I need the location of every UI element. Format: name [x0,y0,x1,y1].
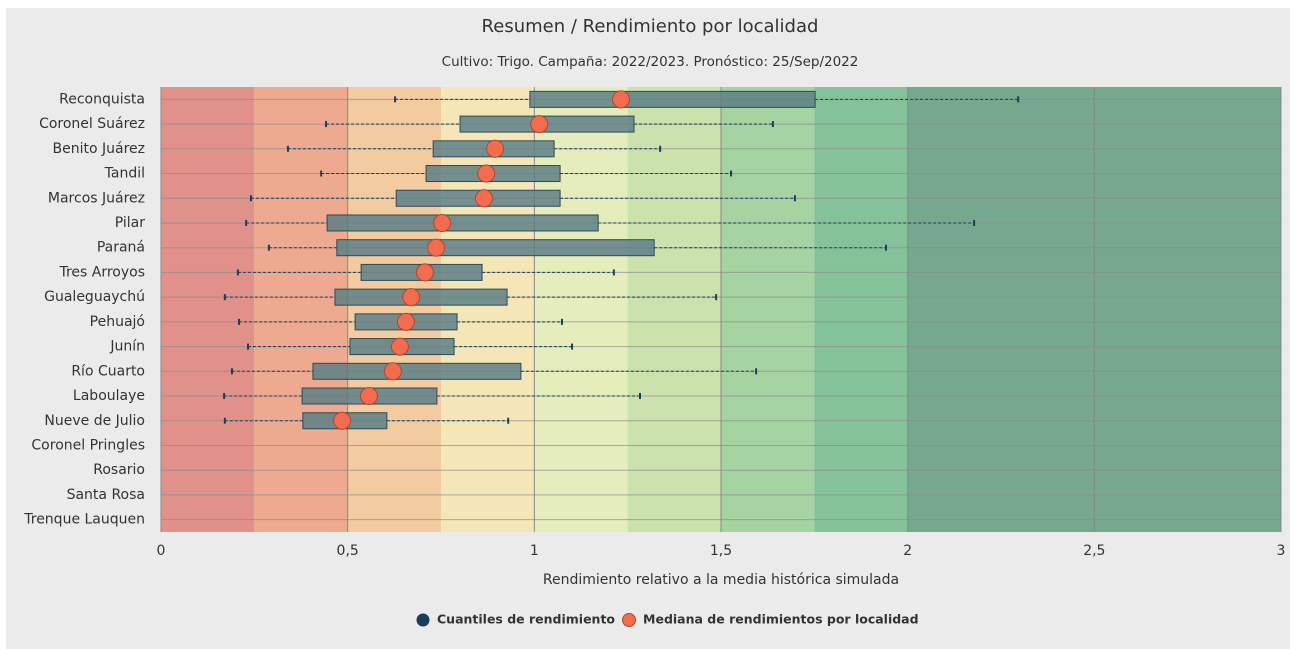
y-tick-label: Junín [109,339,145,355]
median-marker [427,238,446,257]
y-tick-label: Pehuajó [90,314,145,330]
legend-label: Mediana de rendimientos por localidad [643,612,919,627]
y-tick-label: Rosario [93,462,145,478]
median-marker [333,411,352,430]
background-band [721,87,815,532]
y-tick-label: Santa Rosa [67,487,145,503]
background-band [161,87,255,532]
legend-marker [416,613,430,627]
chart-title: Resumen / Rendimiento por localidad [482,16,819,37]
y-tick-label: Benito Juárez [53,141,145,157]
median-marker [433,213,452,232]
background-band [627,87,721,532]
box [336,239,655,257]
background-band [347,87,441,532]
box [312,362,522,380]
y-tick-label: Nueve de Julio [44,413,145,429]
median-marker [396,312,415,331]
median-marker [611,90,630,109]
x-tick-label: 1,5 [710,543,732,559]
legend-label: Cuantiles de rendimiento [437,612,615,627]
median-marker [402,288,421,307]
y-tick-label: Coronel Pringles [31,437,145,453]
background-band [814,87,908,532]
box [529,90,816,108]
y-tick-label: Coronel Suárez [39,116,145,132]
x-tick-label: 2,5 [1083,543,1105,559]
y-tick-label: Paraná [97,240,145,256]
median-marker [415,263,434,282]
y-tick-label: Gualeguaychú [44,289,145,305]
x-tick-label: 1 [530,543,539,559]
legend: Cuantiles de rendimiento Mediana de rendi… [416,612,919,627]
y-tick-label: Tandil [104,166,145,182]
x-tick-label: 0 [157,543,166,559]
x-axis-label: Rendimiento relativo a la media históric… [543,572,899,588]
box [326,214,599,232]
median-marker [486,139,505,158]
y-tick-label: Trenque Lauquen [23,512,145,528]
y-tick-label: Laboulaye [73,388,145,404]
y-tick-label: Reconquista [59,91,145,107]
y-tick-label: Tres Arroyos [58,264,145,280]
legend-marker [622,613,637,627]
background-band [441,87,535,532]
background-band [254,87,348,532]
median-marker [359,387,378,406]
y-tick-label: Marcos Juárez [48,190,145,206]
y-tick-label: Pilar [115,215,145,231]
y-tick-label: Río Cuarto [71,363,145,379]
chart-subtitle: Cultivo: Trigo. Campaña: 2022/2023. Pron… [442,54,859,70]
median-marker [477,164,496,183]
median-marker [530,115,549,134]
median-marker [383,362,402,381]
median-marker [474,189,493,208]
background-band [534,87,628,532]
median-marker [390,337,409,356]
x-tick-label: 3 [1277,543,1286,559]
box [334,288,508,306]
x-tick-label: 0,5 [337,543,359,559]
x-tick-label: 2 [903,543,912,559]
